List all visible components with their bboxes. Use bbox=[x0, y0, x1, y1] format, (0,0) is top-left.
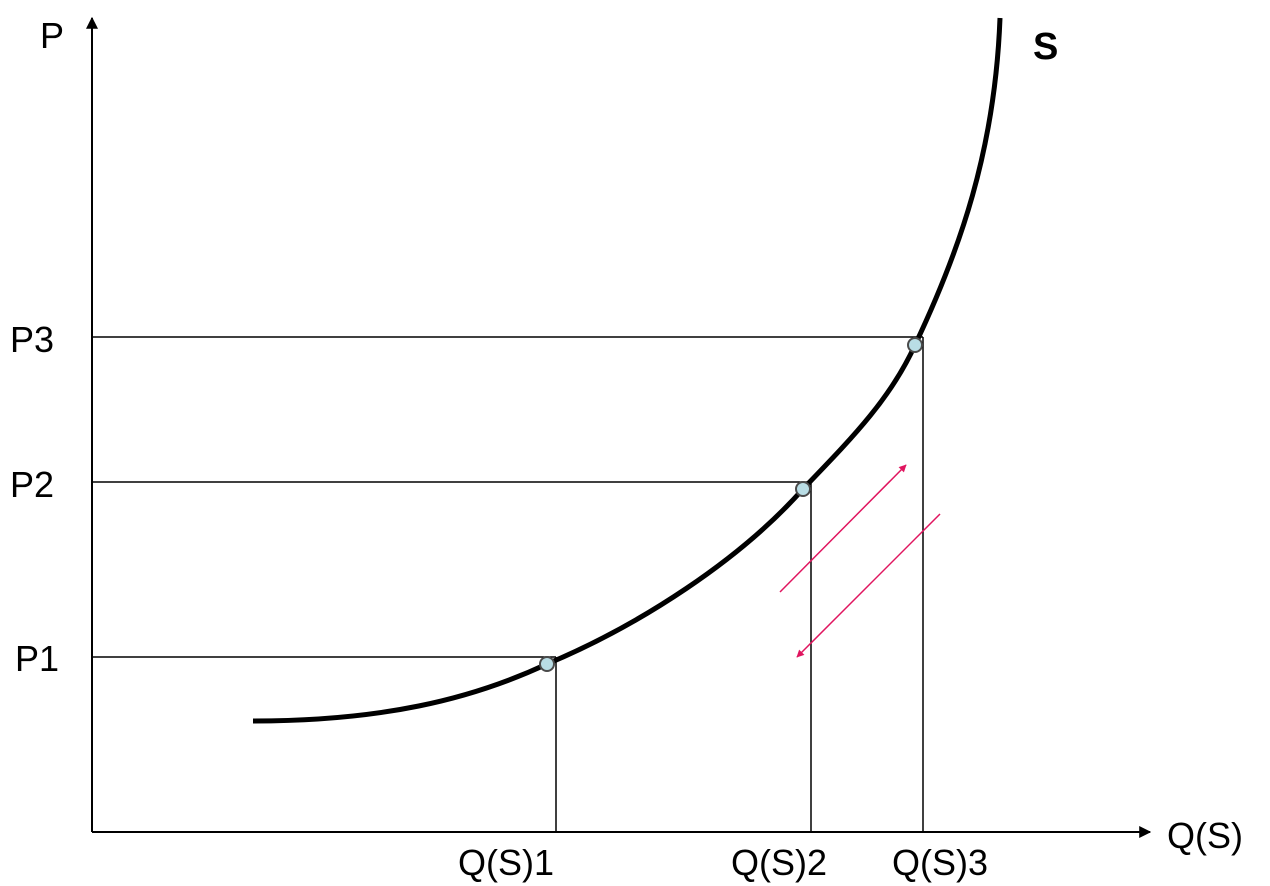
curve-point-3 bbox=[907, 337, 923, 353]
price-label-p1: P1 bbox=[15, 638, 59, 679]
curve-point-1 bbox=[539, 656, 555, 672]
quantity-label-q1: Q(S)1 bbox=[458, 842, 554, 883]
quantity-label-q3: Q(S)3 bbox=[892, 842, 988, 883]
y-axis-label: P bbox=[40, 15, 64, 56]
price-label-p2: P2 bbox=[10, 464, 54, 505]
x-axis-label: Q(S) bbox=[1167, 815, 1243, 856]
curve-point-2 bbox=[795, 481, 811, 497]
supply-curve bbox=[252, 17, 1003, 724]
price-label-p3: P3 bbox=[10, 319, 54, 360]
movement-arrow-down bbox=[796, 513, 941, 658]
supply-curve-label: S bbox=[1033, 26, 1058, 68]
quantity-label-q2: Q(S)2 bbox=[731, 842, 827, 883]
movement-arrow-up bbox=[779, 464, 907, 593]
